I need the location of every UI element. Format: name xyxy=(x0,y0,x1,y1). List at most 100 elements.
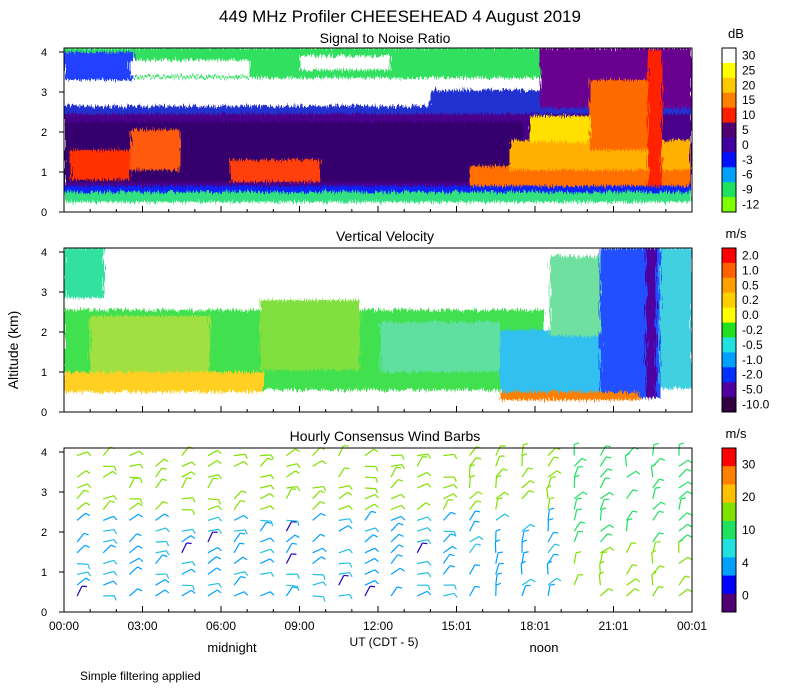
wind-barb xyxy=(417,453,432,459)
wind-barb xyxy=(129,545,143,554)
wind-barb xyxy=(495,468,508,478)
colorbar-swatch xyxy=(722,466,736,485)
wind-barb xyxy=(547,583,556,597)
wind-barb xyxy=(207,556,222,565)
wind-barb xyxy=(521,578,536,586)
wind-barb xyxy=(652,478,665,489)
wind-barb xyxy=(678,442,685,456)
colorbar-tick-label: -6 xyxy=(742,168,753,182)
wind-barb xyxy=(312,573,326,580)
wind-barb xyxy=(364,580,379,586)
wind-barb xyxy=(312,547,327,554)
wind-barb xyxy=(129,498,143,504)
wind-barb xyxy=(286,470,300,478)
wind-barb xyxy=(390,466,402,478)
wind-barb xyxy=(285,488,297,500)
wind-barb xyxy=(495,474,502,489)
wind-barb xyxy=(599,477,611,489)
wind-barb xyxy=(233,460,249,467)
wind-barb xyxy=(468,463,475,478)
wb-panel-title: Hourly Consensus Wind Barbs xyxy=(290,428,481,444)
wind-barb xyxy=(417,483,432,489)
wind-barb xyxy=(364,465,379,472)
wind-barb xyxy=(364,510,377,521)
colorbar-tick-label: 0 xyxy=(742,589,749,603)
colorbar-swatch xyxy=(722,248,736,264)
wind-barb xyxy=(364,569,379,575)
wind-barb xyxy=(338,593,353,600)
wind-barb xyxy=(260,548,275,554)
wind-barb xyxy=(76,512,91,521)
wind-barb xyxy=(652,457,666,467)
wind-barb xyxy=(233,532,246,543)
snr-panel-title: Signal to Noise Ratio xyxy=(320,30,451,46)
wind-barb xyxy=(390,554,403,564)
colorbar-tick-label: 30 xyxy=(742,457,756,471)
wind-barb xyxy=(181,461,196,467)
wind-barb xyxy=(207,582,222,589)
y-tick-label: 1 xyxy=(41,367,47,379)
wind-barb xyxy=(469,510,481,521)
colorbar-swatch xyxy=(722,539,736,558)
wind-barb xyxy=(207,589,222,597)
x-tick-label: 09:00 xyxy=(284,619,314,633)
wind-barb xyxy=(312,460,327,467)
wind-barb xyxy=(286,486,301,492)
wind-barb xyxy=(417,560,432,566)
wind-barb xyxy=(207,477,219,489)
wind-barb xyxy=(233,591,249,597)
wind-barb xyxy=(129,463,144,469)
wind-barb xyxy=(626,542,637,554)
wind-barb xyxy=(390,567,405,575)
snr-heatmap xyxy=(64,48,692,212)
wind-barb xyxy=(207,449,222,457)
colorbar-swatch xyxy=(722,137,736,153)
wind-barb xyxy=(286,519,300,527)
colorbar-swatch xyxy=(722,107,736,124)
wind-barb xyxy=(652,442,659,456)
colorbar-tick-label: -1.0 xyxy=(742,353,763,367)
wind-barb xyxy=(443,545,457,554)
wind-barb xyxy=(207,516,223,522)
wind-barb xyxy=(600,588,614,597)
wind-barb xyxy=(573,530,584,543)
wind-barb xyxy=(129,588,143,597)
wind-barb xyxy=(547,456,559,467)
wind-barb xyxy=(626,564,638,575)
colorbar-tick-label: -9 xyxy=(742,183,753,197)
wind-barb xyxy=(259,493,275,500)
wind-barb xyxy=(469,457,482,467)
colorbar-swatch xyxy=(722,277,736,294)
wind-barb xyxy=(155,573,170,579)
wind-barbs xyxy=(76,442,693,602)
wind-barb xyxy=(599,498,610,510)
colorbars: dB302520151050-3-6-9-12m/s2.01.00.50.20.… xyxy=(721,26,770,613)
wind-barb xyxy=(181,542,192,554)
colorbar-tick-label: 0.5 xyxy=(742,278,759,292)
wind-barb xyxy=(76,571,92,577)
wind-barb xyxy=(312,446,325,457)
wind-barb xyxy=(495,572,503,586)
wind-barb xyxy=(573,497,582,510)
wind-barb xyxy=(600,524,614,532)
colorbar-tick-label: 30 xyxy=(742,48,756,62)
wind-barb xyxy=(207,567,222,575)
colorbar-tick-label: 20 xyxy=(742,490,756,504)
wind-barb xyxy=(260,571,275,578)
wind-barb xyxy=(599,551,608,564)
wind-barb xyxy=(547,497,555,510)
wind-barb xyxy=(442,553,455,564)
snr-panel: Signal to Noise Ratio xyxy=(63,30,693,213)
colorbar-swatch xyxy=(722,448,736,467)
colorbar-swatch xyxy=(722,77,736,94)
wind-barb xyxy=(76,483,92,489)
wind-barb xyxy=(338,467,350,478)
wind-barb xyxy=(155,589,170,597)
colorbar-swatch xyxy=(722,92,736,109)
wind-barb xyxy=(521,467,534,478)
wind-barb xyxy=(442,565,456,575)
y-tick-label: 3 xyxy=(41,87,47,99)
wind-barb xyxy=(599,456,612,467)
wind-barb xyxy=(77,563,91,570)
wind-barb xyxy=(76,502,91,511)
